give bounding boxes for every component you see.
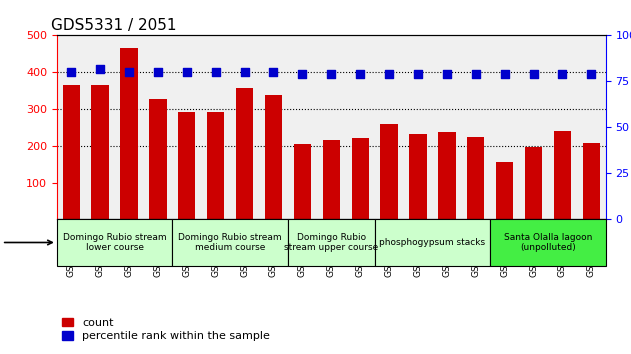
Bar [150,99,167,219]
Bar [467,137,485,219]
Point [471,71,481,77]
Text: Domingo Rubio stream
lower course: Domingo Rubio stream lower course [62,233,167,252]
Bar [265,95,282,219]
Bar [207,112,225,219]
Text: phosphogypsum stacks: phosphogypsum stacks [379,238,485,247]
Bar [380,125,398,219]
Bar [62,85,80,219]
Legend: count, percentile rank within the sample: count, percentile rank within the sample [62,318,270,341]
Point [66,69,76,75]
Point [182,69,192,75]
Bar [582,143,600,219]
Text: Domingo Rubio
stream upper course: Domingo Rubio stream upper course [284,233,379,252]
FancyBboxPatch shape [172,219,288,266]
Bar [178,112,196,219]
Bar [554,131,571,219]
FancyBboxPatch shape [288,219,375,266]
Point [153,69,163,75]
Bar [236,88,253,219]
Bar [322,140,340,219]
Point [326,71,336,77]
Point [95,66,105,72]
Point [529,71,539,77]
Text: Santa Olalla lagoon
(unpolluted): Santa Olalla lagoon (unpolluted) [504,233,592,252]
Text: GDS5331 / 2051: GDS5331 / 2051 [51,18,177,33]
Point [297,71,307,77]
Bar [525,147,542,219]
Point [413,71,423,77]
Point [240,69,250,75]
Bar [91,85,109,219]
Point [500,71,510,77]
Bar [438,132,456,219]
Bar [496,162,513,219]
Point [355,71,365,77]
FancyBboxPatch shape [490,219,606,266]
Point [211,69,221,75]
Bar [410,134,427,219]
FancyBboxPatch shape [375,219,490,266]
Text: Domingo Rubio stream
medium course: Domingo Rubio stream medium course [179,233,282,252]
Bar [121,48,138,219]
Text: other: other [0,238,52,247]
Bar [351,138,369,219]
Bar [293,144,311,219]
Point [442,71,452,77]
Point [586,71,596,77]
Point [268,69,278,75]
FancyBboxPatch shape [57,219,172,266]
Point [384,71,394,77]
Point [124,69,134,75]
Point [557,71,567,77]
